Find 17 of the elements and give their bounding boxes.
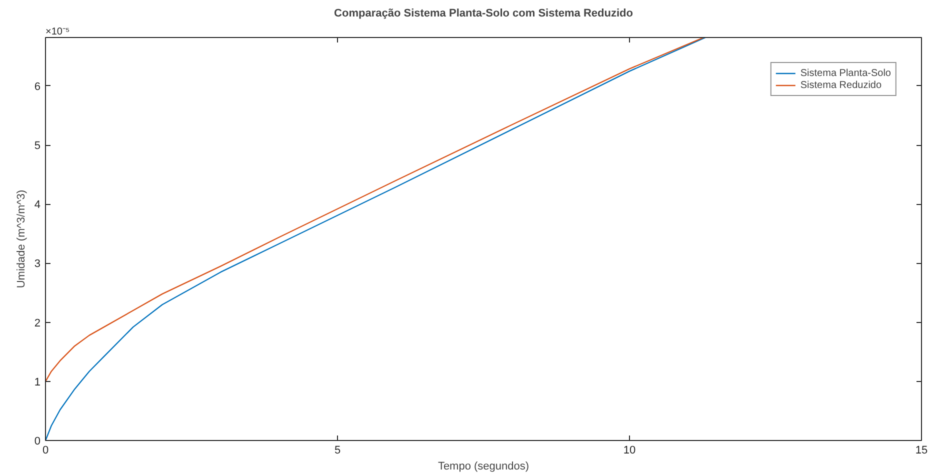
y-axis-title: Umidade (m^3/m^3): [15, 190, 28, 288]
x-tick-label: 0: [42, 444, 49, 456]
x-axis-title: Tempo (segundos): [438, 460, 530, 472]
text: ×10⁻⁵: [46, 26, 70, 38]
y-tick-label: 4: [34, 199, 41, 212]
x-tick-label: 15: [915, 444, 928, 456]
chart-title: Comparação Sistema Planta-Solo com Sistema Reduzido: [334, 8, 634, 20]
y-tick-label: 3: [34, 258, 41, 270]
y-tick-label: 0: [34, 436, 41, 448]
y-tick-label: 5: [34, 140, 41, 152]
legend-label: Sistema Reduzido: [800, 79, 882, 91]
x-tick-label: 5: [334, 444, 341, 456]
x-tick-label: 10: [623, 444, 636, 456]
y-tick-label: 1: [34, 376, 41, 388]
legend-label: Sistema Planta-Solo: [800, 67, 891, 79]
y-tick-label: 6: [34, 80, 41, 93]
y-tick-label: 2: [34, 317, 41, 330]
